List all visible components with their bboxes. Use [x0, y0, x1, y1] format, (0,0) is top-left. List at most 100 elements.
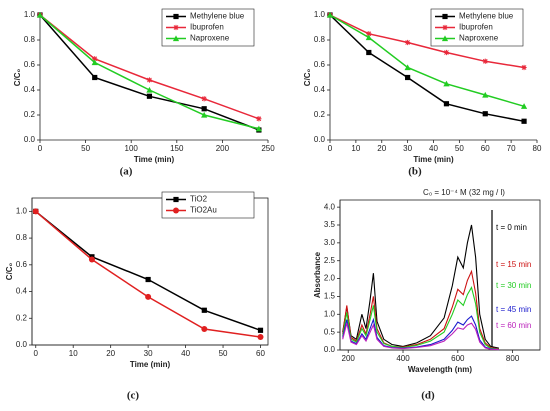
x-tick-label: 60 — [481, 144, 490, 153]
y-tick-label: 0.0 — [16, 340, 28, 349]
data-point — [146, 93, 153, 99]
data-point — [405, 39, 411, 46]
data-point — [521, 64, 527, 71]
data-point — [482, 58, 488, 64]
x-axis-label: Time (min) — [134, 155, 175, 164]
x-tick-label: 100 — [125, 144, 139, 153]
y-tick-label: 0.0 — [314, 135, 326, 144]
data-point — [256, 116, 262, 122]
x-tick-label: 60 — [256, 349, 265, 358]
data-point — [92, 74, 98, 81]
series-line — [342, 224, 500, 349]
data-point — [482, 91, 489, 98]
y-tick-label: 0.6 — [314, 60, 326, 69]
y-tick-label: 0.4 — [314, 85, 326, 94]
legend-label: Naproxene — [190, 34, 230, 43]
legend-marker — [173, 13, 179, 20]
legend-marker — [172, 35, 180, 42]
data-point — [520, 103, 528, 109]
series-label: t = 45 min — [496, 305, 531, 314]
x-axis-label: Time (min) — [413, 155, 454, 164]
y-tick-label: 1.0 — [324, 309, 336, 318]
series-line — [35, 210, 261, 332]
series-label: t = 30 min — [496, 281, 531, 290]
data-point — [365, 34, 372, 41]
legend-marker — [442, 13, 448, 20]
data-point — [92, 56, 98, 62]
data-point — [255, 125, 262, 132]
data-point — [443, 49, 450, 56]
y-tick-label: 0.8 — [314, 35, 326, 44]
data-point — [257, 333, 264, 340]
series-line — [342, 269, 499, 350]
x-tick-label: 250 — [261, 144, 275, 153]
y-axis-label: C/C₀ — [303, 68, 312, 86]
y-tick-label: 0.2 — [314, 110, 326, 119]
data-point — [326, 11, 334, 18]
x-tick-label: 80 — [533, 144, 542, 153]
x-tick-label: 40 — [429, 144, 438, 153]
legend-marker — [173, 196, 179, 203]
y-tick-label: 0.6 — [16, 260, 28, 269]
data-point — [146, 77, 153, 83]
legend-label: Methylene blue — [459, 12, 514, 21]
data-point — [145, 276, 151, 283]
x-axis-label: Wavelength (nm) — [408, 365, 472, 374]
legend-label: Ibuprofen — [459, 23, 493, 32]
panel-caption: (d) — [421, 390, 435, 402]
y-tick-label: 0.4 — [16, 287, 28, 296]
data-point — [36, 11, 44, 18]
x-tick-label: 20 — [377, 144, 386, 153]
data-point — [201, 111, 208, 118]
panel-caption: (b) — [408, 166, 422, 178]
x-tick-label: 600 — [451, 354, 465, 363]
legend-label: TiO2Au — [190, 206, 217, 215]
y-axis-label: Absorbance — [313, 251, 322, 298]
legend-label: Methylene blue — [190, 12, 245, 21]
y-tick-label: 0.0 — [324, 345, 336, 354]
data-point — [201, 106, 207, 112]
series-label: t = 0 min — [496, 223, 527, 232]
y-tick-label: 0.6 — [24, 60, 36, 69]
x-tick-label: 800 — [506, 354, 520, 363]
data-point — [88, 256, 95, 263]
y-tick-label: 0.5 — [324, 327, 336, 336]
series-line — [342, 322, 499, 351]
data-point — [91, 59, 98, 66]
series-line — [342, 286, 499, 350]
y-axis-label: C/C₀ — [13, 68, 22, 86]
x-tick-label: 150 — [170, 144, 184, 153]
series-label: t = 60 min — [496, 321, 531, 330]
legend-marker — [441, 35, 449, 42]
legend-box — [161, 191, 255, 219]
legend-label: TiO2 — [190, 195, 208, 204]
y-tick-label: 2.0 — [324, 274, 336, 283]
x-tick-label: 400 — [396, 354, 410, 363]
y-tick-label: 2.5 — [324, 256, 336, 265]
y-tick-label: 1.0 — [24, 10, 36, 19]
x-axis-label: Time (min) — [130, 360, 171, 369]
x-tick-label: 10 — [351, 144, 360, 153]
y-tick-label: 1.5 — [324, 292, 336, 301]
data-point — [201, 325, 208, 332]
y-tick-label: 3.5 — [324, 220, 336, 229]
y-tick-label: 3.0 — [324, 238, 336, 247]
x-tick-label: 0 — [38, 144, 43, 153]
x-tick-label: 50 — [455, 144, 464, 153]
data-point — [32, 208, 39, 215]
plot-frame — [31, 197, 269, 346]
x-tick-label: 0 — [328, 144, 333, 153]
data-point — [404, 64, 411, 71]
x-tick-label: 30 — [144, 349, 153, 358]
panel-caption: (a) — [120, 166, 133, 178]
data-point — [366, 49, 372, 56]
x-tick-label: 40 — [181, 349, 190, 358]
x-tick-label: 30 — [403, 144, 412, 153]
data-point — [443, 80, 450, 87]
x-tick-label: 70 — [507, 144, 516, 153]
x-tick-label: 50 — [81, 144, 90, 153]
x-tick-label: 20 — [106, 349, 115, 358]
data-point — [257, 327, 264, 333]
